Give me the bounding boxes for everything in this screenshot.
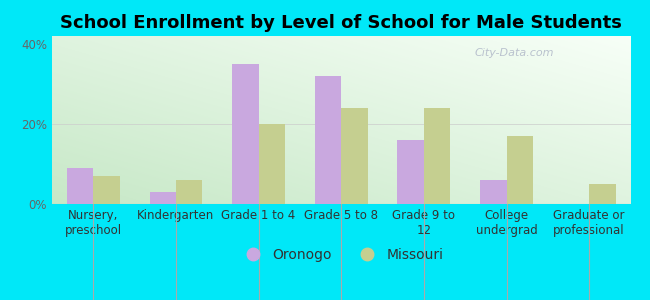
Bar xyxy=(315,76,341,204)
Title: School Enrollment by Level of School for Male Students: School Enrollment by Level of School for… xyxy=(60,14,622,32)
Bar xyxy=(397,140,424,204)
Bar xyxy=(341,108,368,204)
Bar xyxy=(67,168,94,204)
Bar xyxy=(232,64,259,204)
Bar xyxy=(150,192,176,204)
Bar xyxy=(506,136,533,204)
Bar xyxy=(176,180,202,204)
Bar xyxy=(424,108,450,204)
Bar xyxy=(589,184,616,204)
Bar xyxy=(480,180,506,204)
Bar xyxy=(94,176,120,204)
Legend: Oronogo, Missouri: Oronogo, Missouri xyxy=(234,242,448,268)
Bar xyxy=(259,124,285,204)
Text: City-Data.com: City-Data.com xyxy=(474,48,554,58)
